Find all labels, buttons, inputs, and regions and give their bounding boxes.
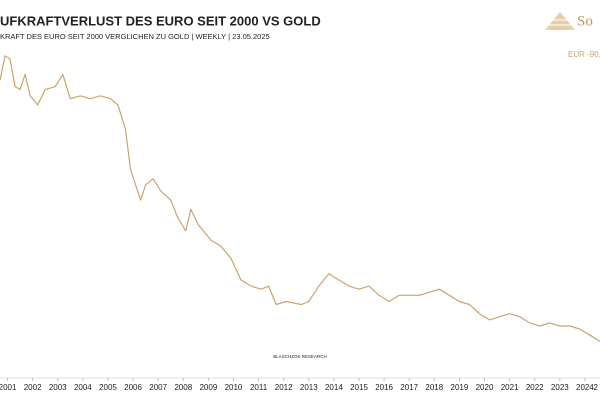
x-tick-label: 2013 bbox=[300, 383, 318, 392]
x-tick-label: 2005 bbox=[99, 383, 117, 392]
chart-subtitle: KRAFT DES EURO SEIT 2000 VERGLICHEN ZU G… bbox=[0, 32, 270, 41]
line-series bbox=[0, 55, 600, 342]
x-tick-label: 2020 bbox=[476, 383, 494, 392]
logo-icon bbox=[545, 12, 575, 30]
x-tick-label: 2008 bbox=[174, 383, 192, 392]
x-tick-label: 2016 bbox=[375, 383, 393, 392]
x-tick-label: 2023 bbox=[551, 383, 569, 392]
x-tick-label: 2017 bbox=[400, 383, 418, 392]
logo-text: So bbox=[577, 13, 593, 29]
end-label: EUR -90,6 bbox=[568, 50, 600, 59]
x-tick-label: 2015 bbox=[350, 383, 368, 392]
chart-title: UFKRAFTVERLUST DES EURO SEIT 2000 VS GOL… bbox=[0, 13, 321, 28]
x-tick-label: 2 bbox=[594, 383, 599, 392]
x-tick-label: 2019 bbox=[451, 383, 469, 392]
x-tick-label: 2002 bbox=[24, 383, 42, 392]
x-tick-label: 2009 bbox=[199, 383, 217, 392]
x-tick-label: 2003 bbox=[49, 383, 67, 392]
source-note: BLASCHZOK RESEARCH bbox=[273, 354, 327, 359]
x-tick-label: 2011 bbox=[250, 383, 268, 392]
x-tick-label: 2004 bbox=[74, 383, 92, 392]
x-tick-label: 2021 bbox=[501, 383, 519, 392]
x-tick-label: 2006 bbox=[124, 383, 142, 392]
x-tick-label: 2014 bbox=[325, 383, 343, 392]
x-tick-label: 2007 bbox=[149, 383, 167, 392]
x-tick-label: 2018 bbox=[425, 383, 443, 392]
x-tick-label: 2010 bbox=[225, 383, 243, 392]
x-tick-label: 2012 bbox=[275, 383, 293, 392]
x-tick-label: 2024 bbox=[576, 383, 594, 392]
x-tick-label: 2001 bbox=[0, 383, 17, 392]
x-tick-label: 2022 bbox=[526, 383, 544, 392]
